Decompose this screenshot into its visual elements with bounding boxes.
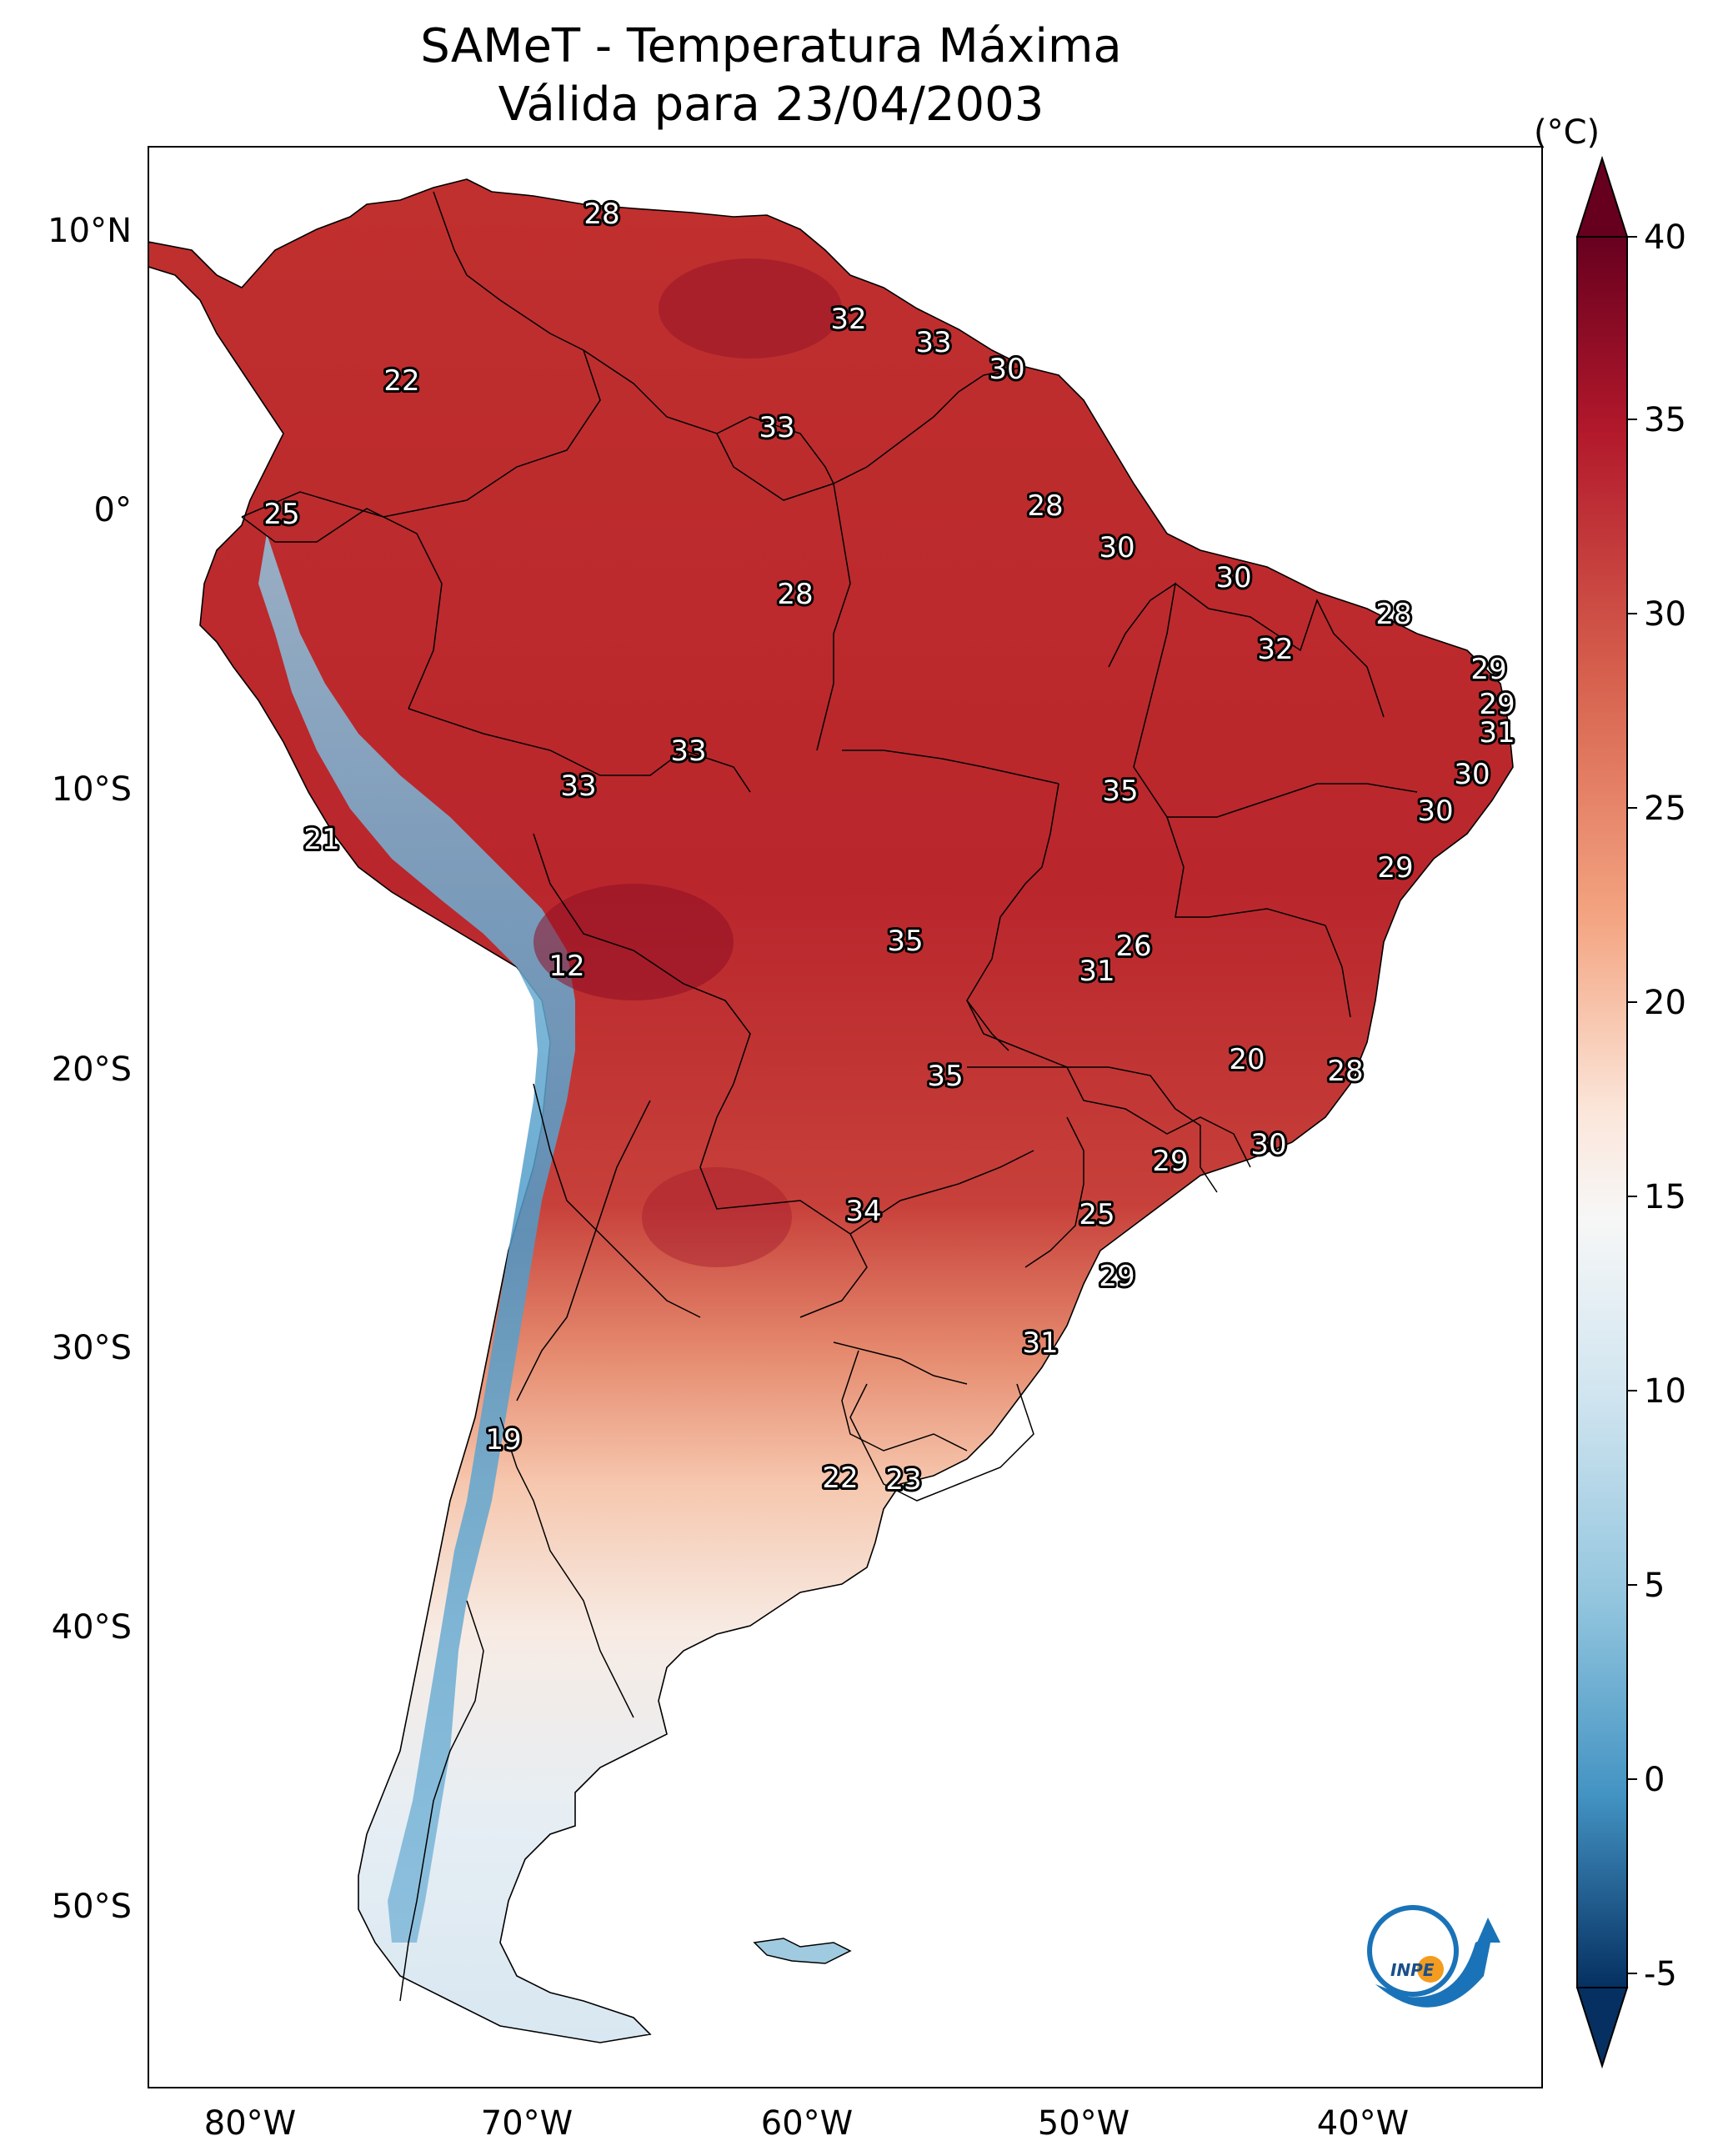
contour-label: 25: [1079, 1198, 1114, 1231]
colorbar-tick: 30: [1644, 595, 1686, 634]
lat-label-20s: 20°S: [52, 1050, 132, 1089]
falkland-islands: [753, 1938, 852, 1964]
contour-label: 28: [1027, 489, 1063, 523]
contour-label: 22: [822, 1462, 858, 1495]
contour-label: 22: [383, 364, 419, 398]
lat-label-50s: 50°S: [52, 1888, 132, 1926]
contour-label: 28: [584, 198, 619, 231]
colorbar-tick: 25: [1644, 790, 1686, 828]
colorbar-tick: -5: [1644, 1955, 1677, 1993]
colorbar-tick: 5: [1644, 1567, 1665, 1605]
lat-label-40s: 40°S: [52, 1608, 132, 1647]
contour-label: 12: [548, 950, 584, 983]
contour-label: 35: [887, 925, 923, 958]
colorbar-tick: 10: [1644, 1372, 1686, 1411]
contour-label: 30: [1417, 795, 1453, 828]
lat-label-10s: 10°S: [52, 770, 132, 809]
andes-cold-band: [258, 534, 575, 1943]
contour-label: 35: [1102, 775, 1138, 808]
contour-label: 32: [830, 303, 866, 336]
colorbar-tick: 35: [1644, 401, 1686, 439]
inpe-logo-icon: INPE: [1367, 1905, 1500, 2008]
contour-label: 30: [1099, 531, 1134, 564]
lon-label-80w: 80°W: [204, 2104, 296, 2143]
contour-label: 21: [303, 823, 339, 856]
map-title-line2: Válida para 23/04/2003: [498, 78, 1044, 132]
contour-label: 25: [263, 498, 299, 531]
contour-label: 30: [989, 353, 1024, 386]
lat-label-0: 0°: [94, 491, 132, 529]
lat-label-30s: 30°S: [52, 1329, 132, 1367]
lat-label-10n: 10°N: [48, 212, 132, 250]
contour-label: 23: [885, 1463, 921, 1497]
contour-label: 29: [1479, 688, 1515, 721]
contour-label: 32: [1257, 633, 1293, 666]
contour-labels: 28 32 33 30 22 33 25 28 30 30 28 28 32 2…: [261, 195, 1517, 1499]
contour-label: 29: [1470, 653, 1506, 686]
contour-label: 29: [1377, 851, 1413, 885]
contour-label: 28: [777, 578, 813, 611]
contour-label: 34: [845, 1195, 881, 1228]
colorbar-max-arrow: [1575, 155, 1629, 238]
contour-label: 26: [1115, 930, 1151, 963]
contour-label: 31: [1479, 716, 1515, 750]
contour-label: 33: [670, 735, 706, 768]
contour-label: 28: [1327, 1055, 1363, 1088]
hot-core-bolivia: [533, 884, 734, 1000]
country-borders: [241, 191, 1418, 2002]
contour-label: 30: [1250, 1128, 1286, 1161]
contour-label: 30: [1454, 758, 1490, 791]
colorbar-tick: 15: [1644, 1178, 1686, 1216]
contour-label: 33: [915, 326, 951, 359]
contour-label: 31: [1022, 1326, 1058, 1360]
contour-label: 35: [927, 1060, 963, 1093]
contour-label: 29: [1152, 1145, 1188, 1178]
colorbar: (°C) 40 35 30 25 20 15 10 5 0 -5: [1534, 113, 1686, 2069]
contour-label: 29: [1099, 1260, 1134, 1293]
longitude-labels: 80°W 70°W 60°W 50°W 40°W: [204, 2104, 1409, 2143]
colorbar-scale: [1576, 236, 1628, 1988]
colorbar-unit: (°C): [1534, 113, 1600, 152]
colorbar-min-arrow: [1575, 1987, 1629, 2069]
hot-core-paraguay: [642, 1167, 792, 1267]
colorbar-tick: 0: [1644, 1761, 1665, 1799]
contour-label: 31: [1079, 955, 1114, 988]
inpe-logo-text: INPE: [1390, 1960, 1435, 1980]
lon-label-60w: 60°W: [761, 2104, 853, 2143]
map-title-line1: SAMeT - Temperatura Máxima: [420, 19, 1122, 73]
contour-label: 19: [485, 1423, 521, 1457]
lon-label-40w: 40°W: [1317, 2104, 1409, 2143]
lon-label-70w: 70°W: [481, 2104, 573, 2143]
colorbar-tick: 40: [1644, 218, 1686, 257]
hot-core-venezuela: [659, 258, 842, 358]
colorbar-tick: 20: [1644, 984, 1686, 1022]
south-america-landmass: [148, 178, 1514, 2043]
contour-label: 28: [1375, 598, 1411, 631]
contour-label: 30: [1215, 561, 1251, 594]
latitude-labels: 10°N 0° 10°S 20°S 30°S 40°S 50°S: [48, 212, 132, 1926]
contour-label: 33: [560, 770, 596, 803]
contour-label: 33: [759, 411, 794, 444]
contour-label: 20: [1229, 1043, 1265, 1076]
lon-label-50w: 50°W: [1038, 2104, 1129, 2143]
